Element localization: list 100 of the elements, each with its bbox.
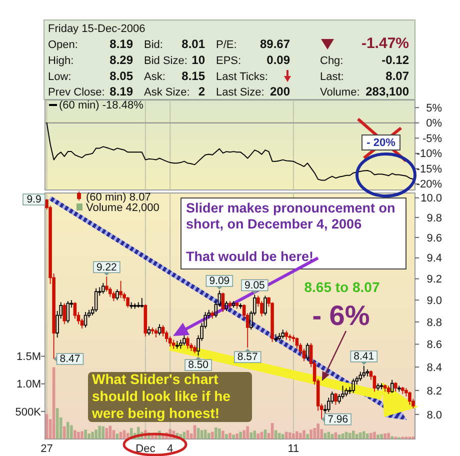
x-tick-label: 11 [288, 443, 300, 455]
y-tick-label: 8.0 [426, 409, 442, 422]
candlestick [130, 302, 133, 310]
candlestick [116, 288, 119, 301]
text: Volume: [320, 86, 360, 98]
x-tick-label: Dec [136, 443, 156, 455]
candlestick [401, 386, 404, 394]
y-tick-label: 9.0 [426, 294, 442, 307]
candlestick [278, 332, 281, 342]
candlestick [366, 368, 370, 377]
candlestick [284, 330, 288, 340]
text: Prev Close: [48, 86, 105, 98]
text: 10 [192, 53, 206, 67]
annotation: 8.50 [188, 359, 209, 372]
text: Low: [48, 71, 72, 83]
text: 2 [198, 84, 206, 98]
candlestick [210, 310, 214, 320]
annotation: 9.05 [244, 279, 266, 292]
text: 8.19 [110, 84, 134, 98]
candlestick [397, 385, 401, 392]
candlestick [376, 382, 380, 391]
candlestick [62, 302, 66, 325]
annotation: Slider makes pronouncement on short, on December 4, 2006 [186, 200, 396, 232]
text: 89.67 [260, 37, 290, 51]
candlestick [281, 329, 285, 340]
candlestick [147, 326, 151, 336]
text: Open: [48, 39, 78, 51]
y-tick-label: 9.2 [426, 274, 442, 286]
text: Chg: [320, 55, 344, 67]
candlestick [144, 304, 148, 337]
candlestick [175, 340, 179, 350]
candlestick [119, 280, 122, 298]
candlestick [84, 312, 88, 328]
text: 8.15 [182, 69, 206, 83]
candlestick [274, 334, 278, 342]
candlestick [386, 385, 390, 394]
candlestick [140, 298, 144, 308]
y-tick-label: 9.4 [426, 252, 442, 265]
candlestick [232, 300, 236, 308]
y-tick-label: 5% [426, 102, 442, 114]
candlestick [235, 302, 239, 310]
y-tick-label: -10% [416, 148, 442, 160]
text: -1.47% [361, 35, 409, 52]
text: High: [48, 55, 74, 67]
y-tick-label: 9.8 [426, 212, 442, 224]
y-tick-label: 8.6 [426, 339, 442, 352]
text: 0.09 [266, 53, 290, 67]
y-tick-label: 8.2 [426, 385, 442, 398]
candlestick [288, 334, 292, 342]
x-tick-label: 27 [40, 443, 53, 455]
y-tick-label: -5% [422, 132, 442, 145]
y-tick-label: -15% [416, 163, 442, 176]
y-tick-label: 9.6 [426, 232, 442, 244]
text: Last Ticks: [216, 71, 268, 83]
candlestick [182, 334, 186, 346]
y-tick-label: -20% [416, 178, 442, 191]
legend-label: Volume 42,000 [86, 202, 160, 214]
legend-label: (60 min) 8.07 [86, 192, 151, 204]
candlestick [334, 392, 338, 406]
text: Bid: [144, 39, 163, 51]
candlestick [306, 342, 310, 361]
text: Bid Size: [144, 55, 188, 67]
candlestick [154, 328, 158, 338]
candlestick [344, 388, 348, 397]
candlestick [133, 302, 137, 310]
annotation: 9.09 [209, 275, 230, 288]
annotation: What Slider's chart should look like if he were being honest! [91, 371, 231, 421]
candlestick [126, 296, 130, 308]
text: 8.07 [386, 69, 410, 83]
candlestick [94, 288, 98, 312]
candlestick [150, 327, 154, 335]
candlestick [66, 300, 70, 324]
annotation: - 6% [312, 300, 370, 331]
text: Last: [320, 71, 344, 83]
x-tick-label: 4 [167, 443, 174, 455]
y-tick-label: 8.8 [426, 316, 442, 329]
candlestick [390, 379, 394, 394]
line-series [46, 122, 414, 181]
candlestick [341, 385, 344, 400]
candlestick [101, 282, 105, 294]
candlestick [193, 344, 196, 354]
candlestick [408, 391, 412, 406]
y-tick-label: 10.0 [420, 192, 442, 205]
annotation: 8.57 [237, 351, 258, 364]
candlestick [352, 378, 355, 394]
candlestick [383, 384, 387, 392]
y-tick-label: 8.4 [426, 362, 442, 374]
candlestick [238, 302, 242, 310]
annotation: That would be here! [186, 249, 314, 264]
candlestick [362, 365, 366, 378]
candlestick [158, 324, 162, 336]
candlestick [136, 302, 140, 308]
legend-label: (60 min) -18.48% [59, 100, 144, 112]
candlestick [264, 295, 267, 316]
text: Friday 15-Dec-2006 [48, 23, 146, 35]
y-tick-label: 0% [426, 118, 442, 130]
candlestick [221, 292, 225, 312]
text: 9.9 [26, 194, 42, 206]
annotation: 9.22 [96, 261, 118, 274]
candlestick [172, 339, 176, 350]
